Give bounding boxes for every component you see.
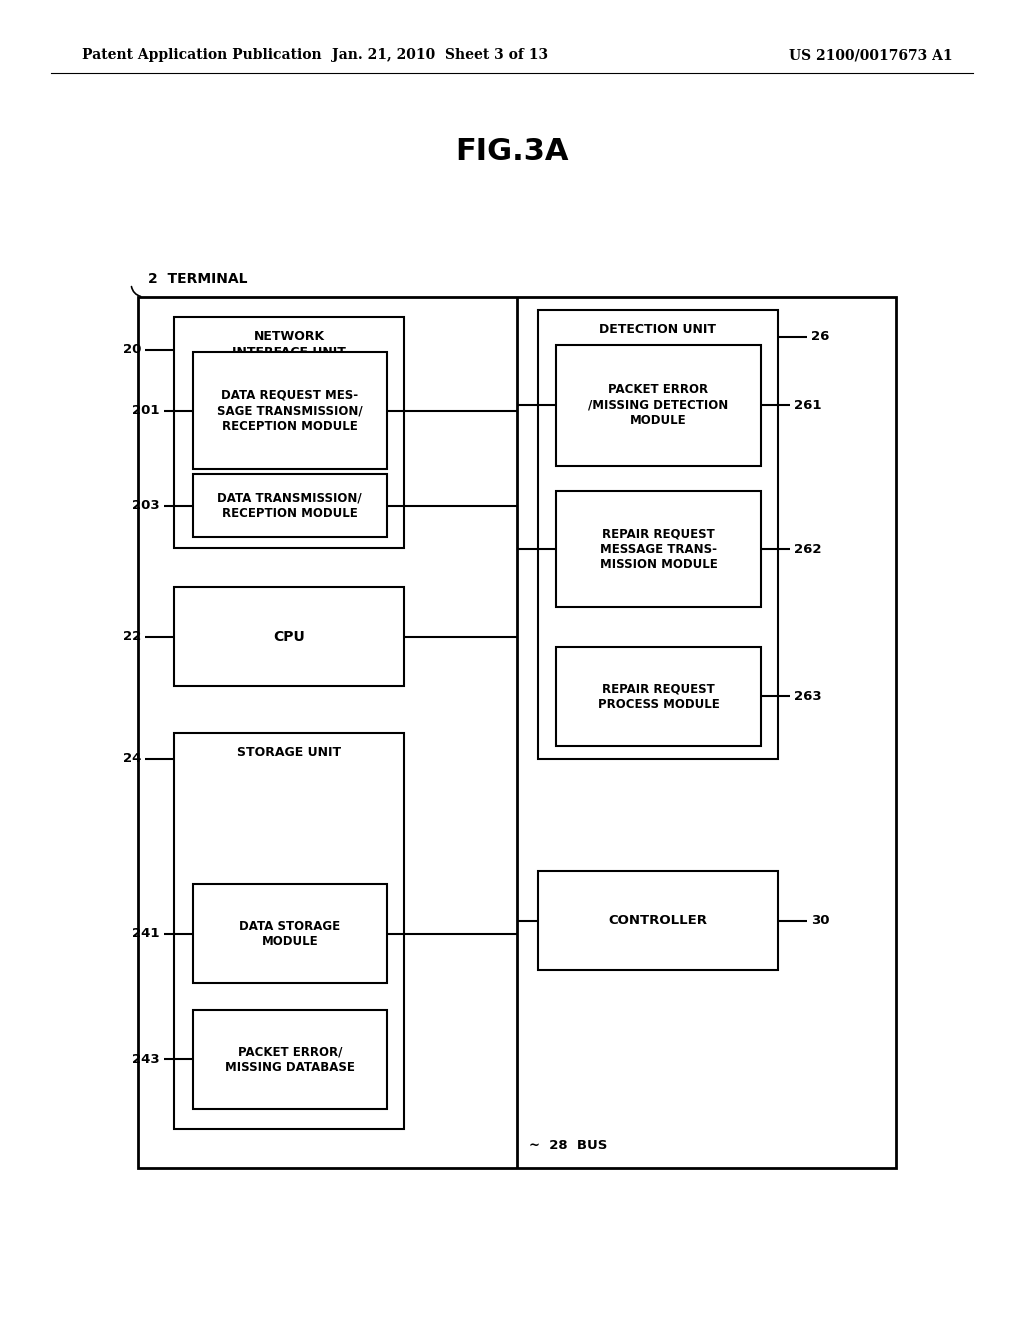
Text: 261: 261 [794, 399, 821, 412]
Text: 243: 243 [132, 1053, 160, 1065]
Text: STORAGE UNIT: STORAGE UNIT [238, 746, 341, 759]
Text: DATA REQUEST MES-
SAGE TRANSMISSION/
RECEPTION MODULE: DATA REQUEST MES- SAGE TRANSMISSION/ REC… [217, 388, 362, 433]
Bar [193, 884, 387, 983]
Text: Jan. 21, 2010  Sheet 3 of 13: Jan. 21, 2010 Sheet 3 of 13 [332, 49, 549, 62]
Bar [174, 317, 404, 548]
Text: DATA TRANSMISSION/
RECEPTION MODULE: DATA TRANSMISSION/ RECEPTION MODULE [217, 491, 362, 520]
Bar [556, 491, 761, 607]
Text: ~  28  BUS: ~ 28 BUS [529, 1139, 608, 1152]
Text: 2  TERMINAL: 2 TERMINAL [148, 272, 248, 286]
Bar [193, 1010, 387, 1109]
Text: NETWORK
INTERFACE UNIT: NETWORK INTERFACE UNIT [232, 330, 346, 359]
Text: 20: 20 [123, 343, 141, 356]
Text: CPU: CPU [273, 630, 305, 644]
Bar [193, 352, 387, 469]
Text: 24: 24 [123, 752, 141, 766]
Text: REPAIR REQUEST
PROCESS MODULE: REPAIR REQUEST PROCESS MODULE [598, 682, 719, 710]
Text: 22: 22 [123, 631, 141, 643]
Text: US 2100/0017673 A1: US 2100/0017673 A1 [788, 49, 952, 62]
Text: FIG.3A: FIG.3A [456, 137, 568, 166]
Bar [174, 587, 404, 686]
Text: Patent Application Publication: Patent Application Publication [82, 49, 322, 62]
Text: PACKET ERROR/
MISSING DATABASE: PACKET ERROR/ MISSING DATABASE [225, 1045, 354, 1073]
Text: REPAIR REQUEST
MESSAGE TRANS-
MISSION MODULE: REPAIR REQUEST MESSAGE TRANS- MISSION MO… [600, 527, 717, 572]
Bar [556, 345, 761, 466]
Text: DATA STORAGE
MODULE: DATA STORAGE MODULE [240, 920, 340, 948]
Text: 203: 203 [132, 499, 160, 512]
Bar [538, 871, 778, 970]
Text: 30: 30 [811, 915, 829, 927]
Text: 262: 262 [794, 543, 821, 556]
Text: 26: 26 [811, 330, 829, 343]
Text: 241: 241 [132, 928, 160, 940]
Text: 201: 201 [132, 404, 160, 417]
Bar [556, 647, 761, 746]
Text: PACKET ERROR
/MISSING DETECTION
MODULE: PACKET ERROR /MISSING DETECTION MODULE [589, 383, 728, 428]
Bar [193, 474, 387, 537]
Text: CONTROLLER: CONTROLLER [608, 915, 708, 927]
Bar [138, 297, 896, 1168]
Bar [538, 310, 778, 759]
Bar [174, 733, 404, 1129]
Text: 263: 263 [794, 690, 821, 702]
Text: DETECTION UNIT: DETECTION UNIT [599, 323, 717, 337]
